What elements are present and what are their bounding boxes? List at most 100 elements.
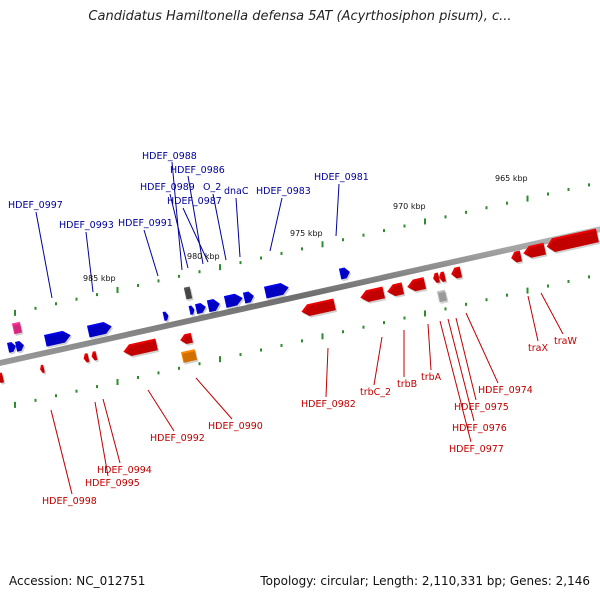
leader-line (427, 323, 432, 371)
ruler-minor-tick (239, 261, 242, 265)
gene-label[interactable]: trbC_2 (360, 387, 391, 398)
ruler-minor-tick (506, 293, 508, 297)
gene-label[interactable]: HDEF_0987 (167, 196, 222, 207)
ruler-major-tick (424, 310, 426, 317)
ruler-minor-tick (403, 224, 406, 228)
ruler-minor-tick (260, 256, 262, 260)
gene-label[interactable]: traX (528, 343, 548, 354)
gene-label[interactable]: trbB (397, 379, 417, 390)
gene-label[interactable]: HDEF_0990 (208, 421, 263, 432)
ruler-major-tick (14, 309, 16, 316)
gene-label[interactable]: HDEF_0997 (8, 200, 63, 211)
leader-line (94, 401, 109, 477)
reverse-gene-arrow[interactable] (450, 266, 464, 281)
rna-feature[interactable] (11, 321, 24, 337)
gene-label[interactable]: dnaC (224, 186, 249, 197)
forward-gene-arrow[interactable] (338, 266, 353, 282)
ruler-minor-tick (342, 330, 344, 334)
gene-label[interactable]: HDEF_0986 (170, 165, 225, 176)
ruler-minor-tick (260, 348, 262, 352)
ruler-minor-tick (96, 385, 98, 389)
gene-label[interactable]: HDEF_0992 (150, 433, 205, 444)
ruler-major-tick (321, 333, 324, 340)
forward-gene-arrow[interactable] (7, 341, 18, 355)
ruler-minor-tick (96, 293, 98, 297)
gene-label[interactable]: O_2 (203, 182, 221, 193)
forward-gene-arrow[interactable] (162, 311, 171, 323)
ruler-minor-tick (506, 201, 508, 205)
other-feature[interactable] (180, 349, 199, 365)
ruler-minor-tick (485, 206, 488, 210)
leader-line (169, 193, 189, 269)
reverse-gene-arrow[interactable] (522, 242, 548, 262)
ruler-minor-tick (137, 375, 139, 379)
reverse-gene-arrow[interactable] (122, 338, 160, 359)
ruler-minor-tick (280, 251, 283, 255)
reverse-gene-arrow[interactable] (39, 364, 47, 375)
ruler-minor-tick (75, 389, 78, 393)
ruler-major-tick (14, 401, 16, 408)
reverse-gene-arrow[interactable] (0, 372, 6, 385)
forward-gene-arrow[interactable] (223, 292, 246, 310)
scale-label-965: 965 kbp (495, 174, 528, 183)
forward-gene-arrow[interactable] (44, 329, 73, 349)
backbone-line (0, 226, 600, 366)
reverse-gene-arrow[interactable] (545, 228, 600, 255)
leader-line (171, 161, 183, 271)
pseudogene-feature[interactable] (183, 286, 194, 302)
gene-label[interactable]: HDEF_0976 (452, 423, 507, 434)
leader-line (187, 175, 204, 265)
gene-label[interactable]: HDEF_0989 (140, 182, 195, 193)
gene-label[interactable]: HDEF_0974 (478, 385, 533, 396)
forward-gene-arrow[interactable] (15, 340, 26, 354)
gene-label[interactable]: HDEF_0991 (118, 218, 173, 229)
reverse-gene-arrow[interactable] (179, 332, 195, 348)
leader-line (465, 312, 499, 384)
gene-label[interactable]: HDEF_0983 (256, 186, 311, 197)
gene-label[interactable]: HDEF_0994 (97, 465, 152, 476)
gene-label[interactable]: HDEF_0993 (59, 220, 114, 231)
ruler-minor-tick (55, 394, 57, 398)
forward-gene-arrow[interactable] (188, 305, 197, 317)
reverse-gene-arrow[interactable] (438, 271, 448, 284)
gene-label[interactable]: trbA (421, 372, 442, 383)
forward-gene-arrow[interactable] (263, 281, 291, 301)
reverse-gene-arrow[interactable] (91, 351, 99, 363)
ruler-major-tick (116, 379, 119, 386)
forward-gene-arrow[interactable] (242, 290, 257, 306)
gene-label[interactable]: HDEF_0975 (454, 402, 509, 413)
genome-backbone (0, 226, 600, 366)
forward-gene-arrow[interactable] (86, 320, 114, 340)
ruler-minor-tick (280, 343, 283, 347)
reverse-gene-arrow[interactable] (359, 286, 387, 305)
ruler-minor-tick (567, 279, 570, 283)
ruler-minor-tick (465, 302, 467, 306)
reverse-gene-arrow[interactable] (510, 250, 524, 265)
map-title: Candidatus Hamiltonella defensa 5AT (Acy… (88, 9, 512, 24)
gene-label[interactable]: HDEF_0995 (85, 478, 140, 489)
ruler-minor-tick (55, 302, 57, 306)
ruler-minor-tick (485, 298, 488, 302)
ruler-major-tick (526, 195, 529, 202)
ruler-minor-tick (362, 233, 365, 237)
forward-gene-arrow[interactable] (195, 302, 208, 316)
leader-line (373, 336, 383, 386)
reverse-gene-arrow[interactable] (406, 277, 428, 295)
reverse-gene-arrow[interactable] (300, 298, 338, 319)
gene-label[interactable]: HDEF_0982 (301, 399, 356, 410)
ruler-minor-tick (588, 275, 590, 279)
ruler-minor-tick (178, 274, 180, 278)
gene-label[interactable]: HDEF_0977 (449, 444, 504, 455)
ruler-minor-tick (198, 362, 201, 366)
reverse-gene-arrow[interactable] (386, 282, 406, 299)
forward-gene-arrow[interactable] (206, 298, 223, 314)
gene-label[interactable]: HDEF_0988 (142, 151, 197, 162)
pseudogene-feature[interactable] (436, 289, 449, 305)
gene-label[interactable]: HDEF_0981 (314, 172, 369, 183)
gene-label[interactable]: HDEF_0998 (42, 496, 97, 507)
gene-label[interactable]: traW (554, 336, 577, 347)
reverse-gene-arrow[interactable] (432, 272, 442, 285)
scale-label-985: 985 kbp (83, 274, 116, 283)
reverse-gene-arrow[interactable] (83, 353, 91, 365)
